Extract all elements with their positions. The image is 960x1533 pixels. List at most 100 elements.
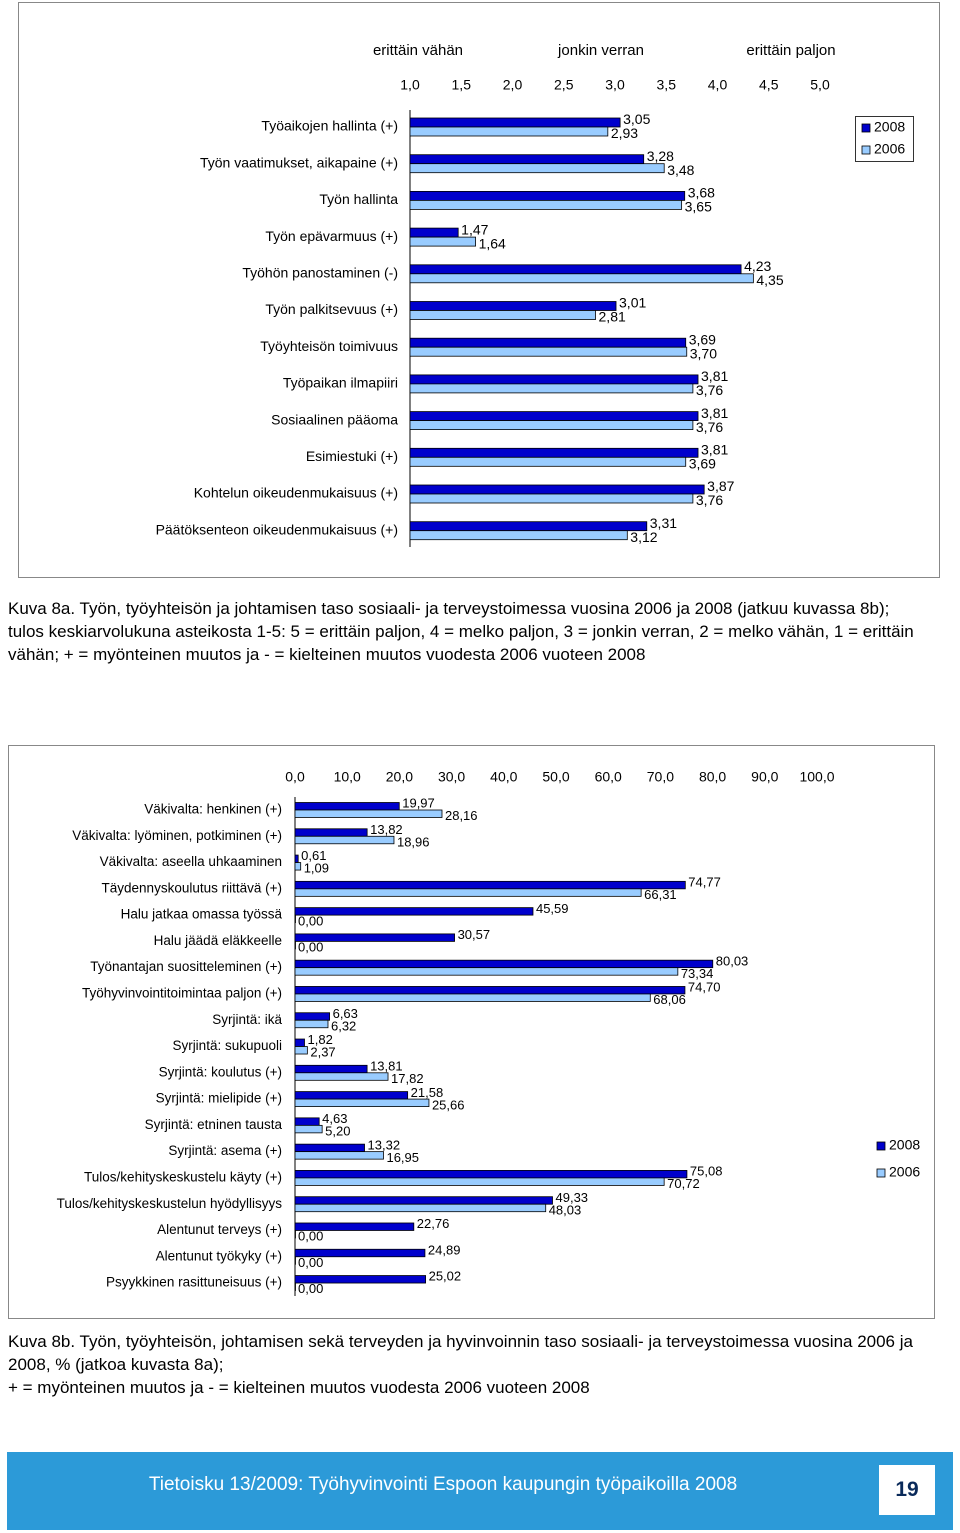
value-label: 48,03 — [549, 1202, 582, 1217]
bar — [409, 346, 688, 357]
bar — [294, 986, 686, 995]
value-label: 2,93 — [611, 125, 638, 141]
value-label: 18,96 — [397, 834, 430, 849]
bar — [294, 959, 714, 969]
bar — [294, 1064, 368, 1074]
value-label: 73,34 — [681, 966, 714, 981]
bar — [294, 1046, 308, 1055]
value-label: 3,70 — [690, 345, 717, 361]
value-label: 13,32 — [368, 1137, 401, 1152]
chart-frame — [18, 2, 940, 578]
category-label: Syrjintä: etninen tausta — [145, 1117, 283, 1132]
value-label: 75,08 — [690, 1164, 723, 1179]
category-label: Tulos/kehityskeskustelu käyty (+) — [84, 1169, 282, 1184]
bar — [294, 1143, 365, 1153]
category-label: Työhön panostaminen (-) — [242, 265, 398, 281]
category-label: Työyhteisön toimivuus — [260, 338, 398, 354]
bar — [294, 1196, 553, 1205]
category-label: Syrjintä: asema (+) — [168, 1143, 282, 1158]
value-label: 3,87 — [707, 478, 734, 494]
value-label: 3,81 — [701, 442, 728, 458]
value-label: 4,23 — [744, 258, 771, 274]
x-tick-label: 70,0 — [647, 769, 674, 785]
x-tick-label: 1,5 — [452, 77, 472, 93]
caption-line: + = myönteinen muutos ja - = kielteinen … — [8, 1378, 590, 1397]
legend-label: 2006 — [889, 1164, 920, 1180]
bar — [409, 264, 742, 275]
bar — [294, 914, 296, 924]
bar — [409, 420, 694, 431]
value-label: 24,89 — [428, 1242, 461, 1257]
bar — [294, 1124, 323, 1134]
value-label: 3,01 — [619, 295, 646, 311]
footer: Tietoisku 13/2009: Työhyvinvointi Espoon… — [7, 1452, 953, 1530]
category-label: Väkivalta: henkinen (+) — [144, 802, 282, 817]
value-label: 0,00 — [298, 1281, 323, 1296]
bar — [294, 1230, 296, 1239]
x-tick-label: 80,0 — [699, 769, 726, 785]
value-label: 5,20 — [325, 1124, 350, 1139]
value-label: 74,70 — [688, 980, 721, 995]
category-label: Työn hallinta — [319, 191, 398, 207]
scale-label: jonkin verran — [557, 42, 644, 59]
bar — [294, 802, 400, 811]
category-label: Täydennyskoulutus riittävä (+) — [102, 880, 282, 895]
bar — [409, 301, 617, 311]
x-tick-label: 2,5 — [554, 77, 574, 93]
value-label: 21,58 — [411, 1085, 444, 1100]
bar — [294, 854, 299, 863]
value-label: 80,03 — [716, 953, 749, 968]
bar — [294, 1117, 320, 1126]
value-label: 2,37 — [310, 1045, 335, 1060]
bar — [294, 907, 534, 916]
value-label: 25,02 — [429, 1269, 462, 1284]
category-label: Halu jatkaa omassa työssä — [121, 907, 283, 922]
category-label: Työn epävarmuus (+) — [265, 228, 398, 244]
value-label: 6,32 — [331, 1018, 356, 1033]
bar — [294, 888, 642, 897]
value-label: 3,28 — [647, 148, 674, 164]
bar — [294, 1177, 665, 1186]
bar — [409, 199, 683, 210]
value-label: 19,97 — [402, 796, 435, 811]
value-label: 3,69 — [689, 331, 716, 347]
footer-text: Tietoisku 13/2009: Työhyvinvointi Espoon… — [148, 1474, 738, 1495]
page-number: 19 — [879, 1465, 935, 1515]
value-label: 70,72 — [667, 1176, 700, 1191]
category-label: Päätöksenteon oikeudenmukaisuus (+) — [156, 521, 398, 537]
category-label: Työhyvinvointitoimintaa paljon (+) — [82, 986, 282, 1001]
category-label: Syrjintä: sukupuoli — [172, 1038, 282, 1053]
x-tick-label: 1,0 — [400, 77, 420, 93]
legend-swatch — [861, 145, 871, 155]
x-tick-label: 50,0 — [542, 769, 569, 785]
bar — [294, 809, 443, 818]
value-label: 22,76 — [417, 1216, 450, 1231]
value-label: 3,69 — [689, 456, 716, 472]
bar — [294, 1151, 384, 1160]
value-label: 17,82 — [391, 1071, 424, 1086]
bar — [409, 163, 665, 174]
bar — [409, 227, 459, 238]
value-label: 2,81 — [599, 309, 626, 325]
bar — [409, 236, 476, 247]
legend-swatch — [861, 123, 871, 133]
value-label: 3,68 — [688, 185, 715, 201]
x-tick-label: 3,5 — [657, 77, 677, 93]
value-label: 1,82 — [308, 1032, 333, 1047]
bar — [409, 447, 699, 458]
bar — [294, 1012, 331, 1021]
x-tick-label: 5,0 — [810, 77, 830, 93]
value-label: 3,12 — [630, 529, 657, 545]
category-label: Alentunut työkyky (+) — [156, 1248, 282, 1263]
bar — [294, 1282, 296, 1291]
value-label: 68,06 — [653, 992, 686, 1007]
value-label: 13,81 — [370, 1058, 403, 1073]
bar — [294, 862, 302, 871]
bar — [409, 310, 596, 320]
x-tick-label: 90,0 — [751, 769, 778, 785]
legend-label: 2006 — [874, 141, 905, 157]
caption-line: tulos keskiarvolukuna asteikosta 1-5: 5 … — [8, 622, 914, 664]
category-label: Psyykkinen rasittuneisuus (+) — [106, 1275, 282, 1290]
bar — [294, 933, 455, 942]
